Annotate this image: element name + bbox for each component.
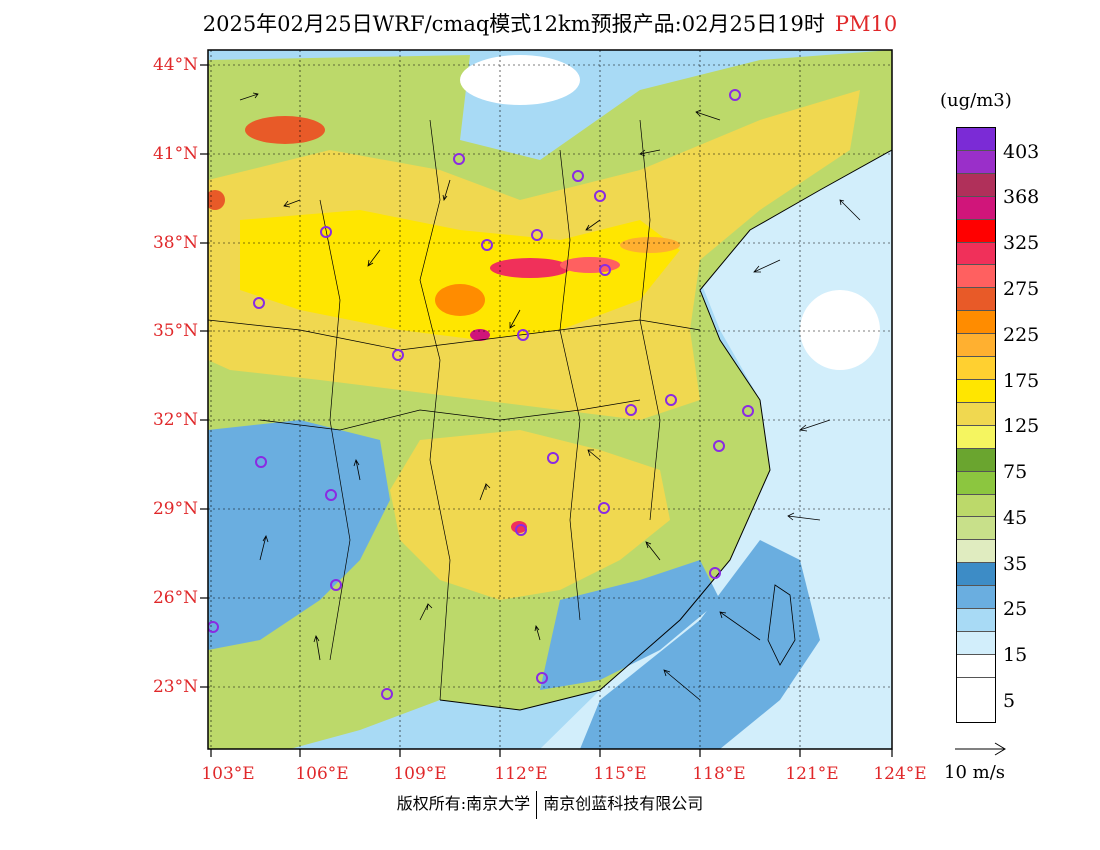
title-text: 2025年02月25日WRF/cmaq模式12km预报产品:02月25日19时 bbox=[202, 12, 825, 36]
lat-label-44: 44°N bbox=[152, 55, 198, 75]
footer-separator bbox=[536, 790, 538, 819]
taiwan bbox=[767, 584, 796, 666]
legend-label-25: 25 bbox=[1003, 598, 1028, 620]
legend-label-325: 325 bbox=[1003, 232, 1040, 254]
colorbar-swatch bbox=[957, 173, 995, 197]
legend-unit: (ug/m3) bbox=[940, 90, 1012, 111]
legend-label-368: 368 bbox=[1003, 186, 1040, 208]
colorbar-swatch bbox=[957, 471, 995, 495]
lat-label-35: 35°N bbox=[152, 321, 198, 341]
wind-scale-label: 10 m/s bbox=[944, 762, 1005, 783]
lon-label-109: 109°E bbox=[393, 764, 447, 784]
hotspot-e bbox=[620, 237, 680, 253]
colorbar-swatch bbox=[957, 425, 995, 449]
legend-label-35: 35 bbox=[1003, 553, 1028, 575]
hotspot-f bbox=[245, 116, 325, 144]
colorbar-swatch bbox=[957, 517, 995, 541]
colorbar-swatch bbox=[957, 219, 995, 243]
lon-label-106: 106°E bbox=[295, 764, 349, 784]
tick-marks bbox=[200, 64, 893, 757]
ocean-deep bbox=[580, 540, 820, 749]
colorbar-swatch bbox=[957, 379, 995, 403]
lat-label-41: 41°N bbox=[152, 144, 198, 164]
legend-label-275: 275 bbox=[1003, 278, 1040, 300]
hotspot-d bbox=[470, 329, 490, 341]
colorbar-swatch bbox=[957, 631, 995, 655]
border-inner-3 bbox=[419, 119, 451, 701]
map-title: 2025年02月25日WRF/cmaq模式12km预报产品:02月25日19时 P… bbox=[0, 8, 1100, 38]
pollutant-label: PM10 bbox=[834, 12, 898, 36]
wind-vectors bbox=[239, 92, 861, 701]
copyright-text: 版权所有:南京大学 bbox=[396, 794, 531, 813]
hotspot-a bbox=[490, 258, 570, 278]
legend-label-45: 45 bbox=[1003, 507, 1028, 529]
land-southwest bbox=[208, 420, 390, 650]
colorbar-swatch bbox=[957, 242, 995, 266]
graticule bbox=[208, 50, 892, 749]
land-southeast-blue bbox=[540, 560, 720, 690]
border-inner-2 bbox=[259, 399, 641, 431]
lon-label-103: 103°E bbox=[201, 764, 255, 784]
legend-label-125: 125 bbox=[1003, 415, 1040, 437]
footer: 版权所有:南京大学 南京创蓝科技有限公司 bbox=[0, 790, 1100, 819]
lon-label-112: 112°E bbox=[494, 764, 548, 784]
lat-label-23: 23°N bbox=[152, 677, 198, 697]
lat-label-29: 29°N bbox=[152, 499, 198, 519]
colorbar-swatch bbox=[957, 265, 995, 289]
legend-label-403: 403 bbox=[1003, 141, 1040, 163]
colorbar-swatch bbox=[957, 357, 995, 380]
hotspot-c bbox=[435, 284, 485, 316]
colorbar-swatch bbox=[957, 609, 995, 632]
legend-label-175: 175 bbox=[1003, 370, 1040, 392]
colorbar-swatch bbox=[957, 128, 995, 151]
border-inner-6 bbox=[639, 119, 661, 521]
wind-scale-arrow bbox=[955, 742, 1006, 756]
border-inner-5 bbox=[319, 199, 351, 661]
colorbar-swatch bbox=[957, 402, 995, 426]
colorbar-swatch bbox=[957, 311, 995, 335]
coastline bbox=[439, 149, 892, 711]
lat-label-32: 32°N bbox=[152, 410, 198, 430]
colorbar-swatch bbox=[957, 196, 995, 220]
lat-label-26: 26°N bbox=[152, 588, 198, 608]
land-south-band bbox=[390, 430, 670, 600]
legend-label-5: 5 bbox=[1003, 690, 1016, 712]
white-patch-ocean bbox=[800, 290, 880, 370]
hotspot-h bbox=[208, 190, 225, 210]
colorbar-swatch bbox=[957, 494, 995, 518]
colorbar-swatch bbox=[957, 150, 995, 174]
colorbar-swatch bbox=[957, 288, 995, 312]
legend-label-225: 225 bbox=[1003, 324, 1040, 346]
city-markers bbox=[208, 89, 754, 700]
hotspot-b bbox=[560, 257, 620, 273]
lon-label-115: 115°E bbox=[593, 764, 647, 784]
colorbar-swatch bbox=[957, 563, 995, 587]
lat-label-38: 38°N bbox=[152, 233, 198, 253]
colorbar bbox=[956, 127, 996, 723]
colorbar-swatch bbox=[957, 540, 995, 564]
legend-label-75: 75 bbox=[1003, 461, 1028, 483]
lon-label-118: 118°E bbox=[692, 764, 746, 784]
colorbar-swatch bbox=[957, 586, 995, 610]
colorbar-swatch bbox=[957, 448, 995, 472]
colorbar-swatch bbox=[957, 654, 995, 678]
map-frame bbox=[207, 49, 893, 750]
legend-label-15: 15 bbox=[1003, 644, 1028, 666]
lon-label-121: 121°E bbox=[785, 764, 839, 784]
border-inner-4 bbox=[559, 149, 581, 621]
company-text: 南京创蓝科技有限公司 bbox=[543, 794, 704, 813]
white-patch-north bbox=[460, 55, 580, 105]
lon-label-124: 124°E bbox=[873, 764, 927, 784]
colorbar-swatch bbox=[957, 334, 995, 358]
